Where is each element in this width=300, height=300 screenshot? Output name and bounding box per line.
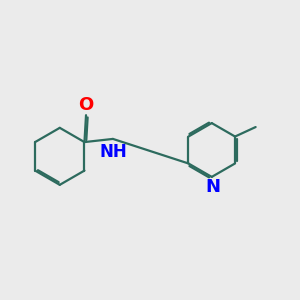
Text: N: N — [206, 178, 221, 196]
Text: NH: NH — [100, 143, 128, 161]
Text: O: O — [78, 96, 94, 114]
